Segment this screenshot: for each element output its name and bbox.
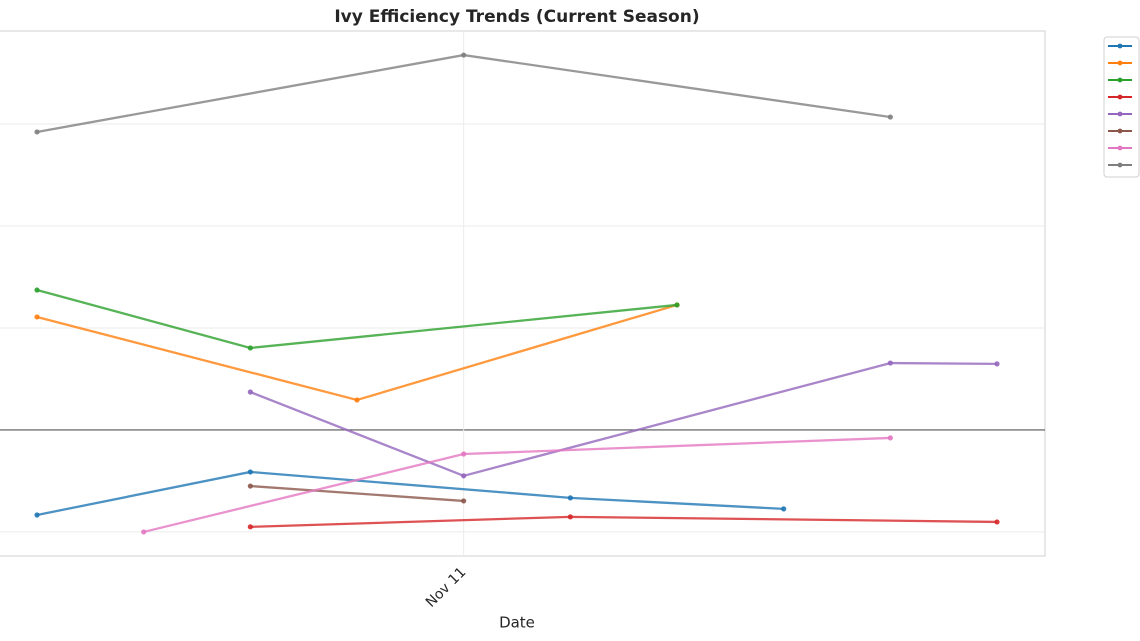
- point: [141, 529, 147, 535]
- point: [994, 361, 1000, 367]
- point: [34, 129, 40, 135]
- series-line: [250, 484, 464, 503]
- legend-marker: [1117, 94, 1123, 100]
- legend-marker: [1117, 111, 1123, 117]
- x-axis-label: Date: [499, 614, 535, 632]
- point: [34, 512, 40, 518]
- series-line: [249, 361, 998, 478]
- legend-marker: [1117, 60, 1123, 66]
- point: [781, 506, 787, 512]
- point: [567, 514, 573, 520]
- point: [461, 473, 467, 479]
- series-line: [250, 515, 998, 528]
- series-line: [36, 288, 678, 350]
- point: [247, 469, 253, 475]
- point: [247, 524, 253, 530]
- point: [674, 302, 680, 308]
- point: [887, 114, 893, 120]
- legend-marker: [1117, 77, 1123, 83]
- legend-marker: [1117, 145, 1123, 151]
- point: [247, 345, 253, 351]
- legend-marker: [1117, 128, 1123, 134]
- point: [34, 287, 40, 293]
- point: [247, 483, 253, 489]
- series-line: [36, 470, 784, 517]
- point: [354, 397, 360, 403]
- point: [461, 52, 467, 58]
- point: [461, 498, 467, 504]
- point: [887, 435, 893, 441]
- point: [34, 314, 40, 320]
- legend-box: [1103, 36, 1140, 178]
- legend-marker: [1117, 43, 1123, 49]
- x-tick-label: Nov 11: [423, 564, 469, 610]
- plot-frame: [0, 30, 1046, 557]
- point: [994, 519, 1000, 525]
- legend-marker: [1117, 162, 1123, 168]
- point: [567, 495, 573, 501]
- point: [247, 389, 253, 395]
- chart-title: Ivy Efficiency Trends (Current Season): [334, 7, 699, 27]
- point: [461, 451, 467, 457]
- point: [887, 360, 893, 366]
- series-line: [36, 303, 678, 402]
